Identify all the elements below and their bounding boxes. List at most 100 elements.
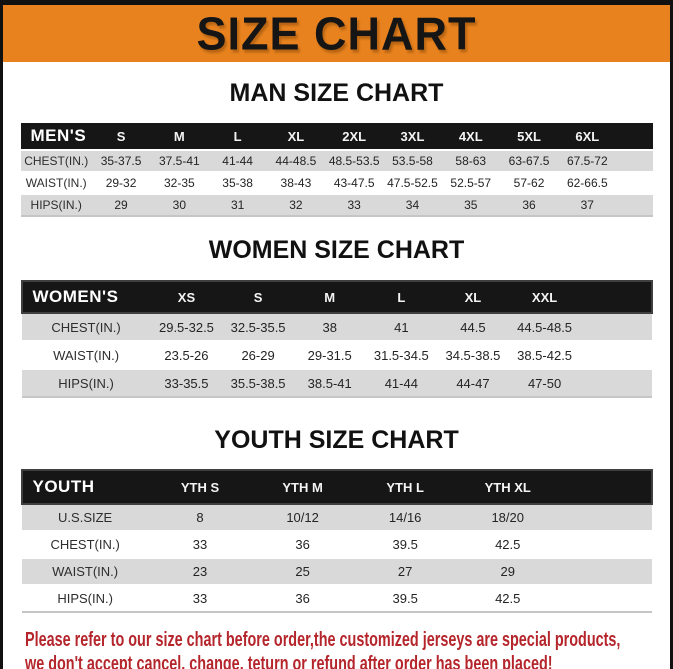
- size-value-cell: 10/12: [251, 503, 354, 531]
- size-column-header: 6XL: [558, 123, 617, 150]
- size-value-cell: 29.5-32.5: [150, 312, 223, 341]
- men-size-table: MEN'S S M L XL 2XL 3XL 4XL 5XL 6XL CHEST(IN.) 35-37…: [20, 123, 653, 217]
- size-value-cell: 18/20: [456, 503, 559, 531]
- size-value-cell: 32-35: [150, 171, 209, 194]
- size-value-cell: 39.5: [353, 584, 457, 612]
- table-row: WAIST(IN.) 23 25 27 29: [21, 557, 652, 585]
- size-value-cell: 37.5-41: [150, 149, 209, 172]
- size-value-cell: 26-29: [222, 340, 294, 369]
- header-spacer-cell: [559, 469, 653, 505]
- table-row: CHEST(IN.) 29.5-32.5 32.5-35.5 38 41 44.5 44.5…: [21, 312, 652, 341]
- row-spacer-cell: [559, 557, 652, 585]
- size-value-cell: 47.5-52.5: [383, 171, 442, 194]
- size-column-header: S: [222, 280, 294, 314]
- size-value-cell: 44.5: [437, 312, 509, 341]
- size-column-header: S: [91, 123, 151, 150]
- table-row: CHEST(IN.) 33 36 39.5 42.5: [21, 530, 652, 558]
- size-value-cell: 23.5-26: [150, 340, 223, 369]
- section-men: MAN SIZE CHART MEN'S S M L XL 2XL 3XL 4XL 5XL 6XL…: [3, 79, 670, 217]
- table-row: HIPS(IN.) 33-35.5 35.5-38.5 38.5-41 41-44 44-…: [21, 368, 652, 397]
- size-value-cell: 8: [148, 503, 252, 531]
- page-title: SIZE CHART: [196, 6, 477, 60]
- size-value-cell: 29: [91, 193, 151, 216]
- size-column-header: XL: [266, 123, 326, 150]
- size-value-cell: 33-35.5: [150, 368, 223, 397]
- size-value-cell: 44-48.5: [266, 149, 326, 172]
- size-value-cell: 32.5-35.5: [222, 312, 294, 341]
- size-value-cell: 32: [266, 193, 326, 216]
- size-value-cell: 35-38: [208, 171, 267, 194]
- size-value-cell: 25: [251, 557, 354, 585]
- size-value-cell: 63-67.5: [499, 149, 559, 172]
- size-value-cell: 62-66.5: [558, 171, 617, 194]
- notice-line-1: Please refer to our size chart before or…: [25, 629, 621, 651]
- size-column-header: M: [150, 123, 209, 150]
- row-label: WAIST(IN.): [21, 557, 149, 585]
- row-label: CHEST(IN.): [20, 149, 92, 172]
- size-value-cell: 58-63: [441, 149, 500, 172]
- size-column-header: L: [208, 123, 267, 150]
- men-section-heading: MAN SIZE CHART: [229, 79, 444, 107]
- size-value-cell: 44-47: [437, 368, 509, 397]
- women-section-heading: WOMEN SIZE CHART: [208, 236, 465, 264]
- size-value-cell: 31.5-34.5: [365, 340, 438, 369]
- size-column-header: XXL: [508, 280, 581, 314]
- size-value-cell: 44.5-48.5: [508, 312, 581, 341]
- size-value-cell: 47-50: [508, 368, 581, 397]
- table-header-row: WOMEN'S XS S M L XL XXL: [20, 280, 653, 314]
- size-value-cell: 31: [208, 193, 267, 216]
- size-value-cell: 38.5-42.5: [508, 340, 581, 369]
- size-value-cell: 34: [383, 193, 442, 216]
- size-value-cell: 29-32: [91, 171, 151, 194]
- size-column-header: L: [365, 280, 438, 314]
- size-value-cell: 37: [558, 193, 617, 216]
- row-spacer-cell: [580, 312, 652, 341]
- women-size-table: WOMEN'S XS S M L XL XXL CHEST(IN.) 29.5-32.5 32.5…: [20, 280, 653, 398]
- table-group-label: WOMEN'S: [20, 280, 151, 314]
- size-value-cell: 35-37.5: [91, 149, 151, 172]
- size-value-cell: 27: [353, 557, 457, 585]
- size-value-cell: 35.5-38.5: [222, 368, 294, 397]
- table-row: WAIST(IN.) 23.5-26 26-29 29-31.5 31.5-34.5 34…: [21, 340, 652, 369]
- notice-line-2: we don't accept cancel, change, teturn o…: [25, 653, 553, 669]
- table-group-label: YOUTH: [20, 469, 149, 505]
- header-spacer-cell: [580, 280, 653, 314]
- youth-size-table: YOUTH YTH S YTH M YTH L YTH XL U.S.SIZE 8 10/12…: [20, 469, 653, 613]
- size-value-cell: 41-44: [365, 368, 438, 397]
- row-spacer-cell: [616, 171, 653, 194]
- size-value-cell: 39.5: [353, 530, 457, 558]
- size-column-header: YTH M: [251, 469, 354, 505]
- size-value-cell: 33: [148, 530, 252, 558]
- size-column-header: 4XL: [441, 123, 500, 150]
- row-label: CHEST(IN.): [21, 312, 151, 341]
- table-row: HIPS(IN.) 33 36 39.5 42.5: [21, 584, 652, 612]
- table-row: HIPS(IN.) 29 30 31 32 33 34 35 36 37: [20, 193, 653, 216]
- row-label: U.S.SIZE: [21, 503, 149, 531]
- banner: SIZE CHART: [3, 5, 670, 62]
- row-spacer-cell: [616, 193, 653, 216]
- size-value-cell: 42.5: [456, 584, 559, 612]
- size-value-cell: 41-44: [208, 149, 267, 172]
- top-black-bar: [3, 0, 670, 5]
- size-column-header: 2XL: [325, 123, 384, 150]
- footer-notice: Please refer to our size chart before or…: [3, 628, 670, 669]
- size-value-cell: 36: [499, 193, 559, 216]
- size-value-cell: 36: [251, 530, 354, 558]
- size-column-header: YTH L: [353, 469, 457, 505]
- size-column-header: XL: [437, 280, 509, 314]
- section-women: WOMEN SIZE CHART WOMEN'S XS S M L XL XXL CHEST(…: [3, 236, 670, 398]
- size-value-cell: 36: [251, 584, 354, 612]
- size-value-cell: 52.5-57: [441, 171, 500, 194]
- size-column-header: XS: [150, 280, 223, 314]
- row-label: WAIST(IN.): [20, 171, 92, 194]
- size-value-cell: 35: [441, 193, 500, 216]
- row-spacer-cell: [559, 584, 652, 612]
- row-spacer-cell: [559, 503, 652, 531]
- size-value-cell: 14/16: [353, 503, 457, 531]
- row-label: CHEST(IN.): [21, 530, 149, 558]
- size-value-cell: 67.5-72: [558, 149, 617, 172]
- table-header-row: YOUTH YTH S YTH M YTH L YTH XL: [20, 469, 653, 505]
- row-label: WAIST(IN.): [21, 340, 151, 369]
- size-value-cell: 23: [148, 557, 252, 585]
- size-value-cell: 41: [365, 312, 438, 341]
